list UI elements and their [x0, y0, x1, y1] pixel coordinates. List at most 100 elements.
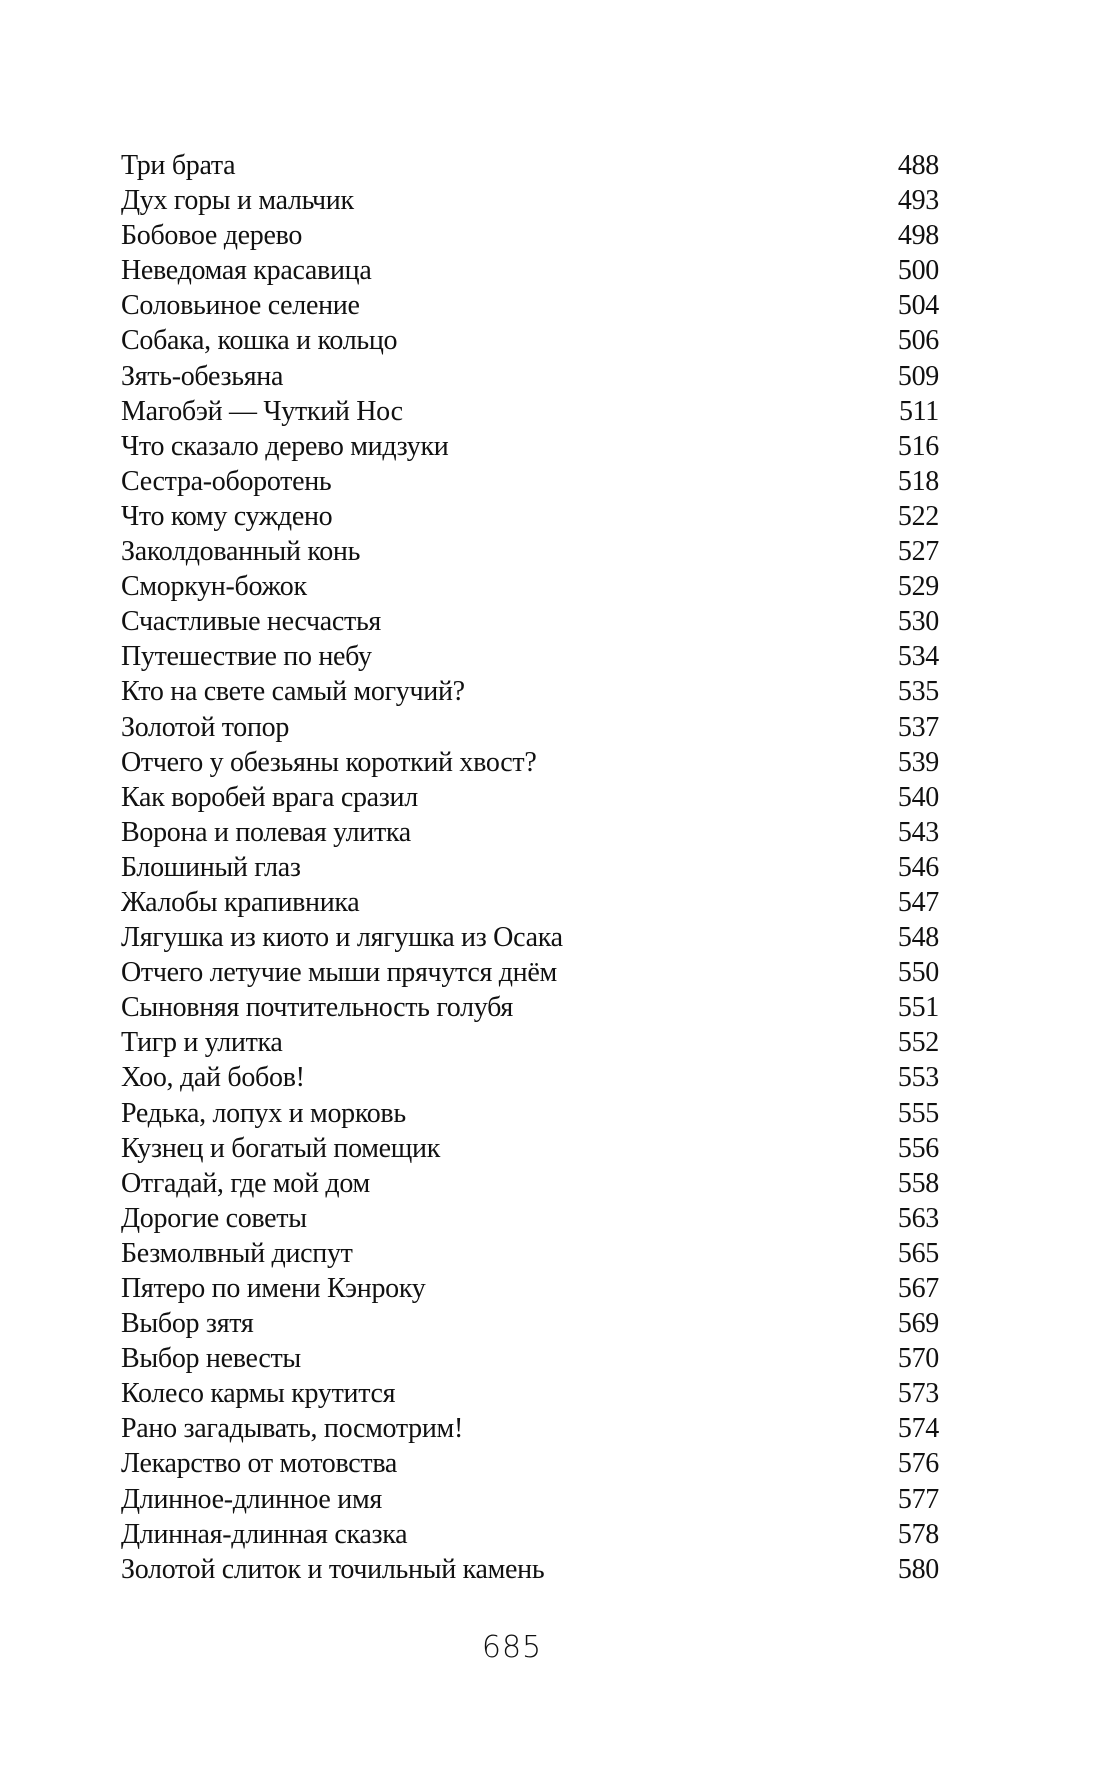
- entry-page: 546: [897, 851, 939, 883]
- entry-title: Соловьиное селение: [121, 290, 360, 322]
- toc-entry: Путешествие по небу 534: [121, 639, 939, 674]
- entry-page: 555: [897, 1097, 939, 1129]
- entry-page: 530: [897, 606, 939, 638]
- entry-page: 504: [897, 290, 939, 322]
- toc-entry: Собака, кошка и кольцо 506: [121, 323, 939, 358]
- toc-entry: Заколдованный конь 527: [121, 534, 939, 569]
- entry-title: Лягушка из киото и лягушка из Осака: [121, 922, 563, 954]
- entry-page: 550: [897, 957, 939, 989]
- toc-entry: Бобовое дерево 498: [121, 218, 939, 253]
- entry-title: Пятеро по имени Кэнроку: [121, 1273, 426, 1304]
- entry-title: Безмолвный диспут: [121, 1237, 353, 1269]
- entry-page: 506: [897, 325, 939, 357]
- entry-title: Счастливые несчастья: [121, 606, 382, 638]
- entry-title: Золотой топор: [121, 711, 290, 743]
- entry-title: Сморкун-божок: [121, 571, 307, 603]
- entry-title: Ворона и полевая улитка: [121, 816, 411, 848]
- entry-title: Как воробей врага сразил: [121, 781, 418, 813]
- entry-title: Собака, кошка и кольцо: [121, 325, 398, 357]
- entry-page: 551: [897, 992, 939, 1024]
- toc-entry: Рано загадывать, посмотрим! 574: [121, 1411, 939, 1446]
- entry-title: Золотой слиток и точильный камень: [121, 1553, 545, 1585]
- entry-title: Блошиный глаз: [121, 851, 301, 883]
- entry-page: 543: [897, 816, 939, 848]
- entry-page: 527: [897, 536, 939, 568]
- entry-title: Выбор невесты: [121, 1343, 301, 1375]
- page-number: 685: [481, 1630, 543, 1665]
- entry-title: Отгадай, где мой дом: [121, 1167, 370, 1199]
- entry-page: 540: [897, 781, 939, 813]
- toc-entry: Жалобы крапивника 547: [121, 885, 939, 920]
- entry-page: 580: [897, 1553, 939, 1585]
- entry-title: Хоо, дай бобов!: [121, 1062, 305, 1094]
- entry-title: Отчего у обезьяны короткий хвост?: [121, 746, 537, 778]
- entry-title: Сестра-оборотень: [121, 465, 332, 497]
- toc-entry: Редька, лопух и морковь 555: [121, 1096, 939, 1131]
- entry-title: Дух горы и мальчик: [121, 185, 354, 217]
- entry-page: 552: [897, 1027, 939, 1059]
- entry-title: Отчего летучие мыши прячутся днём: [121, 957, 557, 989]
- entry-page: 511: [898, 395, 939, 427]
- entry-page: 534: [897, 641, 939, 673]
- entry-page: 488: [897, 150, 939, 181]
- entry-page: 529: [897, 571, 939, 603]
- toc-entry: Тигр и улитка 552: [121, 1025, 939, 1060]
- toc-entry: Блошиный глаз 546: [121, 850, 939, 885]
- toc-entry: Золотой топор 537: [121, 710, 939, 745]
- entry-title: Длинная-длинная сказка: [121, 1518, 408, 1550]
- entry-page: 556: [897, 1132, 939, 1164]
- toc-entry: Соловьиное селение 504: [121, 288, 939, 323]
- entry-title: Рано загадывать, посмотрим!: [121, 1413, 463, 1445]
- entry-title: Три брата: [121, 150, 236, 181]
- entry-page: 548: [897, 922, 939, 954]
- toc-entry: Три брата 488: [121, 148, 939, 183]
- entry-title: Что кому суждено: [121, 500, 333, 532]
- toc-entry: Как воробей врага сразил 540: [121, 780, 939, 815]
- toc-entry: Что кому суждено 522: [121, 499, 939, 534]
- entry-title: Тигр и улитка: [121, 1027, 283, 1059]
- toc-entry: Дух горы и мальчик 493: [121, 183, 939, 218]
- toc-entry: Длинное-длинное имя 577: [121, 1482, 939, 1517]
- entry-page: 558: [897, 1167, 939, 1199]
- toc-entry: Сестра-оборотень 518: [121, 464, 939, 499]
- entry-title: Колесо кармы крутится: [121, 1378, 396, 1410]
- entry-page: 539: [897, 746, 939, 778]
- entry-page: 573: [897, 1378, 939, 1410]
- entry-page: 516: [897, 430, 939, 462]
- toc-entry: Кузнец и богатый помещик 556: [121, 1131, 939, 1166]
- entry-page: 574: [897, 1413, 939, 1445]
- entry-title: Длинное-длинное имя: [121, 1483, 382, 1515]
- entry-page: 578: [897, 1518, 939, 1550]
- toc-entry: Неведомая красавица 500: [121, 253, 939, 288]
- entry-title: Магобэй — Чуткий Нос: [121, 395, 403, 427]
- toc-entry: Колесо кармы крутится 573: [121, 1376, 939, 1411]
- toc-entry: Счастливые несчастья 530: [121, 604, 939, 639]
- entry-title: Сыновняя почтительность голубя: [121, 992, 513, 1024]
- toc-entry: Отчего летучие мыши прячутся днём 550: [121, 955, 939, 990]
- entry-title: Путешествие по небу: [121, 641, 372, 673]
- entry-title: Жалобы крапивника: [121, 886, 360, 918]
- toc-entry: Хоо, дай бобов! 553: [121, 1060, 939, 1095]
- entry-page: 563: [897, 1202, 939, 1234]
- entry-page: 577: [897, 1483, 939, 1515]
- toc-entry: Дорогие советы 563: [121, 1201, 939, 1236]
- entry-title: Кузнец и богатый помещик: [121, 1132, 441, 1164]
- entry-page: 518: [897, 465, 939, 497]
- entry-page: 565: [897, 1237, 939, 1269]
- entry-title: Заколдованный конь: [121, 536, 361, 568]
- entry-page: 570: [897, 1343, 939, 1375]
- toc-entry: Зять-обезьяна 509: [121, 359, 939, 394]
- entry-page: 500: [897, 255, 939, 287]
- entry-page: 498: [897, 220, 939, 252]
- toc-entry: Что сказало дерево мидзуки 516: [121, 429, 939, 464]
- entry-page: 537: [897, 711, 939, 743]
- entry-page: 547: [897, 886, 939, 918]
- toc-entry: Сморкун-божок 529: [121, 569, 939, 604]
- toc-entry: Лягушка из киото и лягушка из Осака 548: [121, 920, 939, 955]
- toc-entry: Золотой слиток и точильный камень 580: [121, 1552, 939, 1587]
- toc-entry: Кто на свете самый могучий? 535: [121, 674, 939, 709]
- toc-entry: Выбор невесты 570: [121, 1341, 939, 1376]
- entry-title: Что сказало дерево мидзуки: [121, 430, 449, 462]
- entry-page: 493: [897, 185, 939, 217]
- entry-page: 509: [897, 360, 939, 392]
